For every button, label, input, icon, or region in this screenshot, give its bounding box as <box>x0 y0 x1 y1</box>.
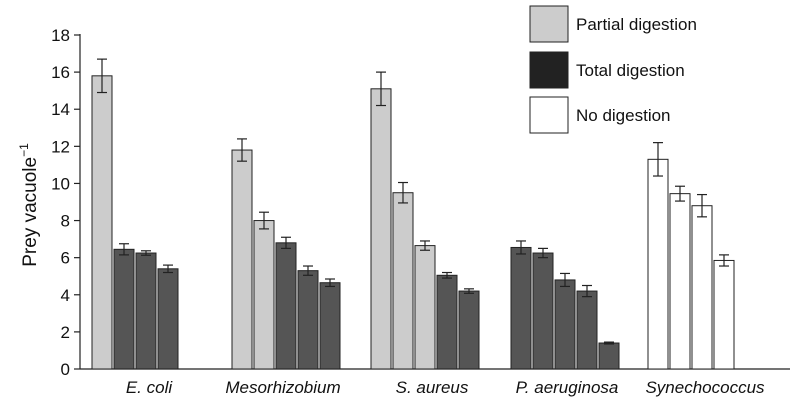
y-tick-label: 6 <box>61 249 70 268</box>
y-axis: 0 2 4 6 8 10 12 14 16 18 <box>51 26 790 379</box>
bar-total-digestion <box>436 274 458 370</box>
bar-partial-digestion <box>370 88 392 370</box>
bar-partial-digestion <box>392 192 414 370</box>
bar-partial-digestion <box>414 245 436 370</box>
legend-swatch-total <box>529 51 569 89</box>
bar-total-digestion <box>510 246 532 370</box>
bar-partial-digestion <box>231 149 253 370</box>
legend-label-total: Total digestion <box>576 61 685 80</box>
bar-total-digestion <box>576 290 598 370</box>
bar-partial-digestion <box>91 75 113 370</box>
bar-total-digestion <box>554 279 576 370</box>
y-axis-title-text: Prey vacuole <box>20 157 41 267</box>
category-label: P. aeruginosa <box>516 378 619 397</box>
bar-none-digestion <box>669 193 691 370</box>
category-label: S. aureus <box>396 378 469 397</box>
bar-total-digestion <box>319 282 341 370</box>
legend-swatch-partial <box>529 5 569 43</box>
category-label: Mesorhizobium <box>225 378 340 397</box>
bar-total-digestion <box>297 270 319 370</box>
y-axis-title-superscript: −1 <box>17 143 31 157</box>
y-tick-label: 0 <box>61 360 70 379</box>
y-tick-label: 12 <box>51 137 70 156</box>
bar-total-digestion <box>598 342 620 370</box>
bar-total-digestion <box>135 252 157 370</box>
bar-none-digestion <box>647 158 669 370</box>
bar-partial-digestion <box>253 220 275 370</box>
bar-total-digestion <box>113 248 135 370</box>
category-label: E. coli <box>126 378 174 397</box>
y-tick-label: 10 <box>51 174 70 193</box>
bar-total-digestion <box>458 290 480 370</box>
bar-total-digestion <box>532 252 554 370</box>
legend-label-partial: Partial digestion <box>576 15 697 34</box>
bar-none-digestion <box>713 259 735 370</box>
y-tick-label: 18 <box>51 26 70 45</box>
bar-total-digestion <box>275 242 297 370</box>
y-tick-label: 14 <box>51 100 70 119</box>
legend-swatch-none <box>529 96 569 134</box>
bar-total-digestion <box>157 268 179 370</box>
y-tick-label: 16 <box>51 63 70 82</box>
category-labels: E. coli Mesorhizobium S. aureus P. aerugino… <box>126 378 765 397</box>
y-axis-title: Prey vacuole−1 <box>17 143 41 267</box>
y-tick-label: 8 <box>61 212 70 231</box>
legend-label-none: No digestion <box>576 106 671 125</box>
legend: Partial digestion Total digestion No diges… <box>529 5 697 134</box>
bar-none-digestion <box>691 205 713 370</box>
bars <box>91 58 735 370</box>
y-tick-label: 2 <box>61 323 70 342</box>
category-label: Synechococcus <box>645 378 765 397</box>
y-tick-label: 4 <box>61 286 70 305</box>
